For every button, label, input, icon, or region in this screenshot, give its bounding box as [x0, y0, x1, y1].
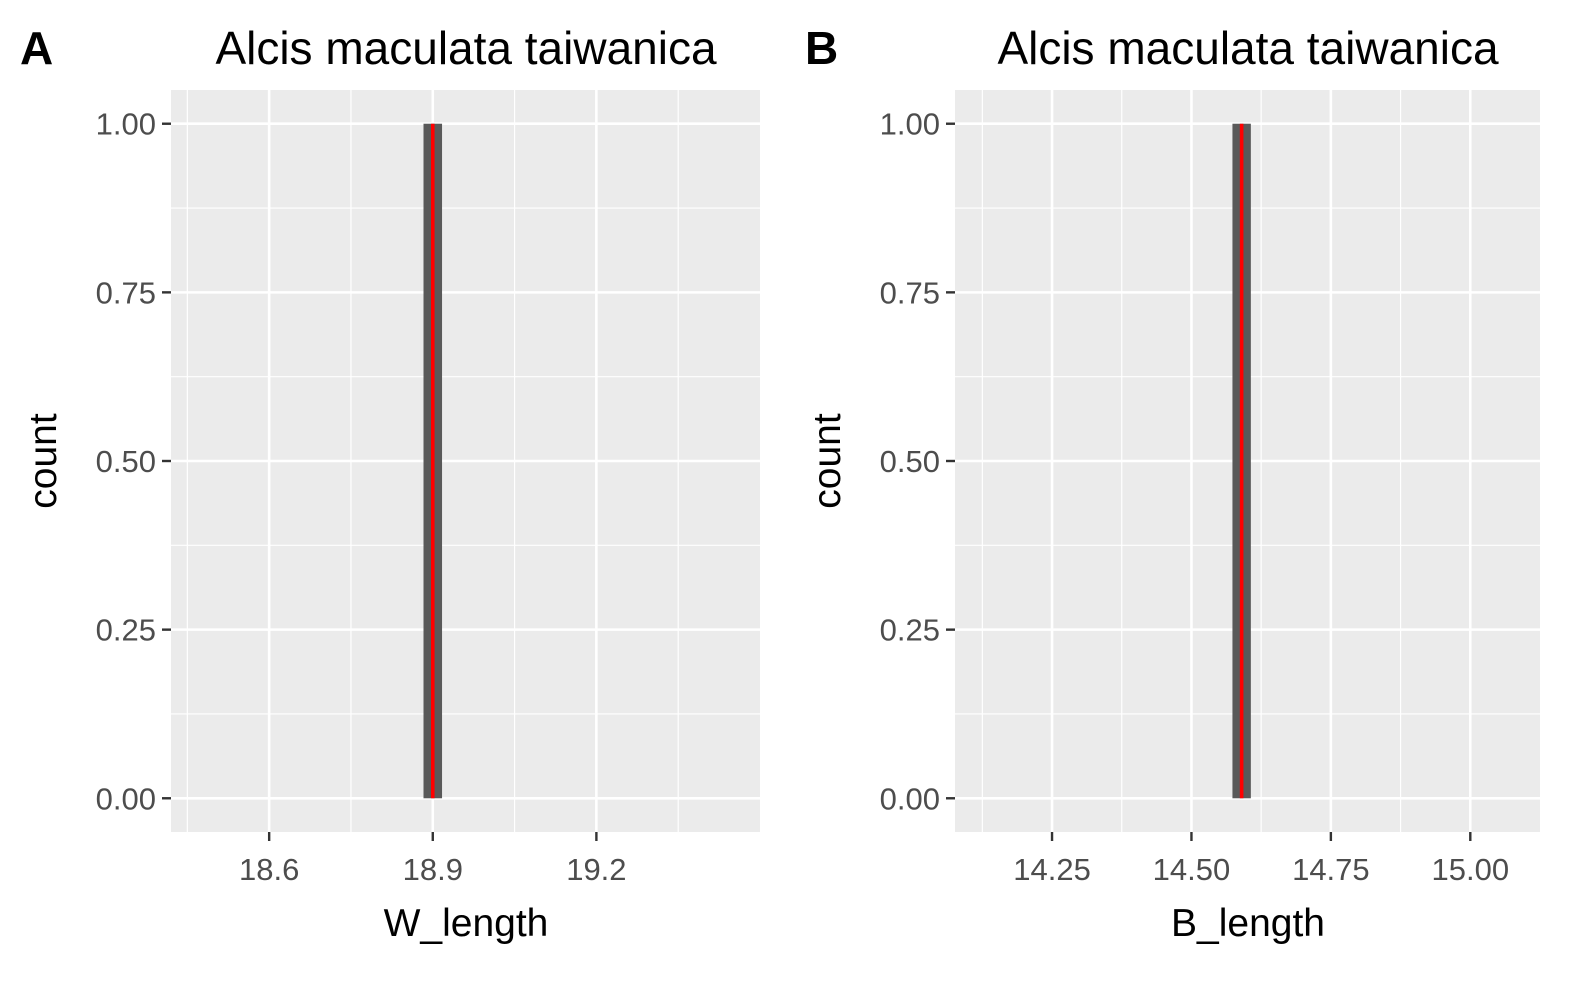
y-axis-label-a: count	[22, 413, 65, 509]
x-tick-label-a-2: 19.2	[566, 852, 626, 887]
panel-b-title: Alcis maculata taiwanica	[997, 22, 1499, 74]
y-tick-label-a-1: 0.25	[96, 613, 156, 648]
panel-a-title: Alcis maculata taiwanica	[215, 22, 717, 74]
x-tick-label-b-0: 14.25	[1013, 852, 1091, 887]
y-axis-a: 0.00 0.25 0.50 0.75 1.00	[96, 107, 171, 816]
y-tick-label-a-2: 0.50	[96, 444, 156, 479]
x-tick-label-b-3: 15.00	[1432, 852, 1510, 887]
x-tick-label-b-1: 14.50	[1153, 852, 1231, 887]
y-tick-label-a-3: 0.75	[96, 275, 156, 310]
x-axis-a: 18.6 18.9 19.2	[239, 832, 627, 887]
y-tick-label-b-4: 1.00	[880, 107, 940, 142]
x-axis-b: 14.25 14.50 14.75 15.00	[1013, 832, 1509, 887]
x-axis-label-b: B_length	[1171, 902, 1325, 945]
x-tick-label-a-1: 18.9	[403, 852, 463, 887]
panel-tag-b: B	[805, 22, 838, 74]
panel-a: A Alcis maculata taiwanica 0.000.250.500…	[20, 22, 760, 945]
y-axis-label-b: count	[806, 413, 849, 509]
y-tick-label-b-2: 0.50	[880, 444, 940, 479]
x-tick-label-b-2: 14.75	[1292, 852, 1370, 887]
y-tick-label-b-3: 0.75	[880, 275, 940, 310]
y-tick-label-b-0: 0.00	[880, 781, 940, 816]
panel-tag-a: A	[20, 22, 53, 74]
y-axis-b: 0.00 0.25 0.50 0.75 1.00	[880, 107, 955, 816]
x-axis-label-a: W_length	[384, 902, 549, 945]
y-tick-label-a-4: 1.00	[96, 107, 156, 142]
y-tick-label-b-1: 0.25	[880, 613, 940, 648]
x-tick-label-a-0: 18.6	[239, 852, 299, 887]
y-tick-label-a-0: 0.00	[96, 781, 156, 816]
panel-b: B Alcis maculata taiwanica 0.000.250.500…	[805, 22, 1540, 945]
